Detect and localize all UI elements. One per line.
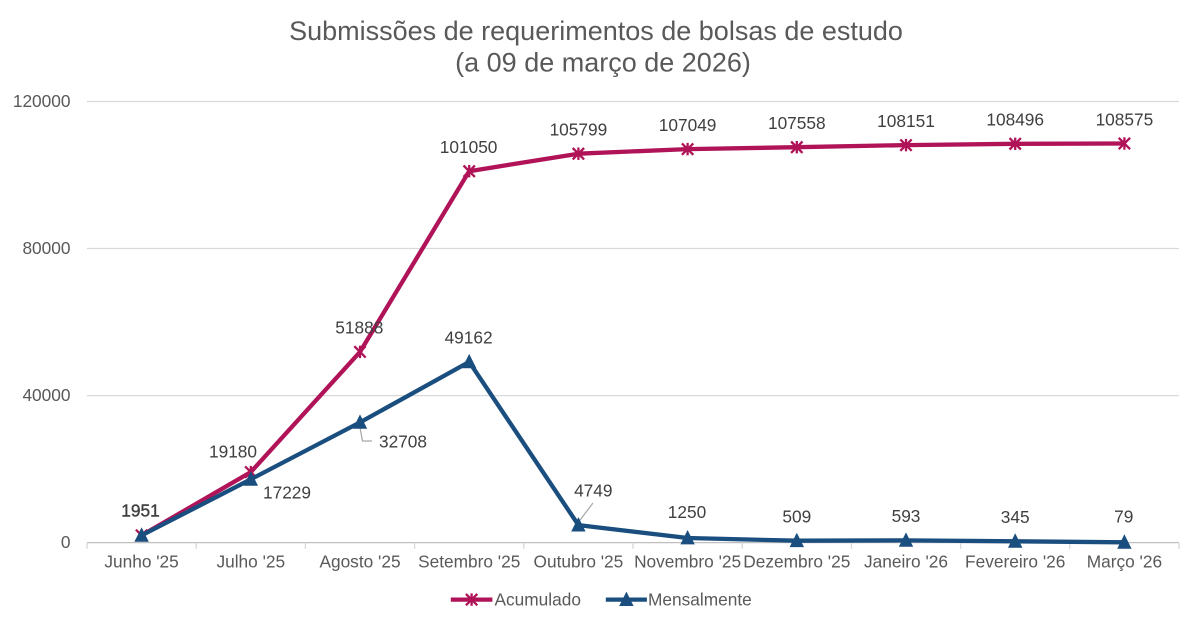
svg-text:Outubro '25: Outubro '25 — [534, 552, 624, 572]
svg-text:Julho '25: Julho '25 — [216, 552, 285, 572]
svg-text:51888: 51888 — [335, 318, 383, 338]
svg-text:1951: 1951 — [121, 501, 159, 521]
svg-text:0: 0 — [61, 532, 71, 552]
svg-text:108575: 108575 — [1096, 109, 1154, 129]
svg-text:Junho '25: Junho '25 — [104, 552, 178, 572]
svg-text:105799: 105799 — [550, 120, 608, 140]
svg-text:Março '26: Março '26 — [1087, 552, 1162, 572]
svg-text:Dezembro '25: Dezembro '25 — [743, 552, 850, 572]
svg-text:Agosto '25: Agosto '25 — [319, 552, 400, 572]
svg-text:4749: 4749 — [574, 481, 612, 501]
svg-text:509: 509 — [782, 506, 811, 526]
svg-text:107558: 107558 — [768, 113, 826, 133]
svg-text:108151: 108151 — [877, 111, 935, 131]
svg-text:1250: 1250 — [668, 502, 706, 522]
svg-text:Novembro '25: Novembro '25 — [634, 552, 741, 572]
svg-text:101050: 101050 — [440, 137, 498, 157]
svg-text:Janeiro '26: Janeiro '26 — [864, 552, 948, 572]
svg-text:17229: 17229 — [263, 483, 311, 503]
svg-text:49162: 49162 — [445, 327, 493, 347]
svg-text:19180: 19180 — [209, 442, 257, 462]
svg-text:Submissões de requerimentos de: Submissões de requerimentos de bolsas de… — [289, 16, 903, 46]
svg-text:80000: 80000 — [22, 238, 70, 258]
svg-text:Mensalmente: Mensalmente — [648, 590, 752, 610]
svg-text:108496: 108496 — [986, 110, 1044, 130]
svg-text:Fevereiro '26: Fevereiro '26 — [965, 552, 1065, 572]
svg-text:40000: 40000 — [22, 385, 70, 405]
svg-text:345: 345 — [1001, 507, 1030, 527]
svg-text:(a 09 de março de 2026): (a 09 de março de 2026) — [455, 48, 751, 78]
svg-text:32708: 32708 — [379, 431, 427, 451]
svg-text:Setembro '25: Setembro '25 — [418, 552, 520, 572]
svg-text:79: 79 — [1114, 506, 1133, 526]
svg-text:107049: 107049 — [659, 115, 717, 135]
svg-text:593: 593 — [892, 506, 921, 526]
svg-text:Acumulado: Acumulado — [495, 590, 581, 610]
svg-text:120000: 120000 — [13, 91, 71, 111]
